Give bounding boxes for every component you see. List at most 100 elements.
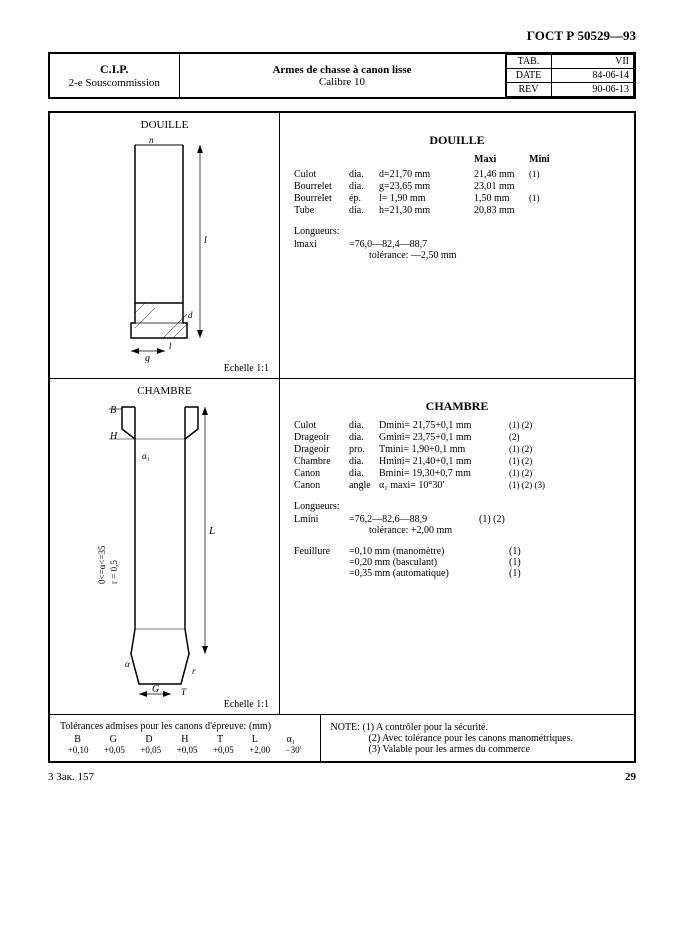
- long-tol: tolérance: —2,50 mm: [294, 250, 620, 261]
- chambre-data-line: Drageoirdia.Gmini= 23,75+0,1 mm(2): [294, 432, 620, 443]
- tol-val: +0,05: [140, 745, 161, 755]
- chambre-diagram-label: CHAMBRE: [54, 385, 275, 397]
- tab-value: VII: [551, 55, 634, 69]
- svg-text:l: l: [169, 341, 172, 351]
- rev-value: 90-06-13: [551, 83, 634, 97]
- longueurs-label: Longueurs:: [294, 226, 620, 237]
- header-left: C.I.P. 2-e Souscommission: [49, 53, 179, 98]
- feuillure-line: =0,10 mm (manomètre)(1): [349, 546, 620, 557]
- svg-text:l: l: [204, 235, 207, 246]
- svg-text:g: g: [145, 353, 150, 363]
- chambre-data-line: Culotdia.Dmini= 21,75+0,1 mm(1) (2): [294, 420, 620, 431]
- feuillure-label: Feuillure: [294, 546, 349, 579]
- feuillure-line: =0,35 mm (automatique)(1): [349, 568, 620, 579]
- notes-cell: NOTE: (1) A contrôler pour la sécurité.(…: [320, 715, 634, 761]
- note-item: (2) Avec tolérance pour les canons manom…: [331, 733, 625, 744]
- tol-val: +0,10: [68, 745, 89, 755]
- svg-text:α₁: α₁: [142, 451, 150, 461]
- date-value: 84-06-14: [551, 69, 634, 83]
- page-number: 29: [625, 771, 636, 783]
- tol-val: +0,05: [177, 745, 198, 755]
- tol-sym: B: [74, 734, 81, 745]
- chambre-title: CHAMBRE: [294, 399, 620, 414]
- tol-sym: α₁: [286, 734, 295, 745]
- chambre-long-tol: tolérance: +2,00 mm: [294, 525, 620, 536]
- footer-row: Tolérances admises pour les canons d'épr…: [50, 715, 634, 761]
- header-center: Armes de chasse à canon lisse Calibre 10: [179, 53, 505, 98]
- arms-title: Armes de chasse à canon lisse: [272, 64, 411, 76]
- feuillure-line: =0,20 mm (basculant)(1): [349, 557, 620, 568]
- svg-text:0<=α<=35: 0<=α<=35: [97, 545, 107, 584]
- tol-sym: D: [145, 734, 152, 745]
- document-id: ГОСТ Р 50529—93: [48, 28, 636, 44]
- svg-text:α: α: [125, 659, 130, 669]
- svg-text:B: B: [110, 405, 116, 416]
- tol-val: −30′: [286, 745, 302, 755]
- douille-data-line: Bourreletdia.g=23,65 mm23,01 mm: [294, 181, 620, 192]
- tolerances-title: Tolérances admises pour les canons d'épr…: [60, 721, 310, 732]
- svg-text:r: r: [192, 666, 196, 676]
- svg-text:L: L: [208, 525, 215, 537]
- tol-sym: T: [217, 734, 223, 745]
- notes-title: NOTE:: [331, 722, 360, 733]
- subcommission: 2-e Souscommission: [69, 77, 160, 89]
- chambre-data-line: Canondia.Bmini= 19,30+0,7 mm(1) (2): [294, 468, 620, 479]
- header-table: C.I.P. 2-e Souscommission Armes de chass…: [48, 52, 636, 99]
- svg-text:T: T: [181, 687, 187, 697]
- main-content: DOUILLE n l g d l Echel: [48, 111, 636, 763]
- tolerances-cell: Tolérances admises pour les canons d'épr…: [50, 715, 320, 761]
- page-footer: 3 Зак. 157 29: [48, 771, 636, 783]
- tol-sym: H: [181, 734, 188, 745]
- chambre-long-ref: (1) (2): [479, 514, 505, 525]
- long-sym: lmaxi: [294, 239, 349, 250]
- tol-val: +0,05: [104, 745, 125, 755]
- douille-rows: Culotdia.d=21,70 mm21,46 mm(1)Bourreletd…: [294, 169, 620, 216]
- chambre-long-sym: Lmini: [294, 514, 349, 525]
- tol-val: +2,00: [249, 745, 270, 755]
- print-ref: 3 Зак. 157: [48, 771, 94, 783]
- col-mini: Mini: [529, 154, 584, 165]
- douille-data: DOUILLE Maxi Mini Culotdia.d=21,70 mm21,…: [280, 113, 634, 378]
- douille-diagram-label: DOUILLE: [54, 119, 275, 131]
- chambre-data-line: Drageoirpro.Tmini= 1,90+0,1 mm(1) (2): [294, 444, 620, 455]
- chambre-long-label: Longueurs:: [294, 501, 620, 512]
- long-val: =76,0—82,4—88,7: [349, 239, 427, 250]
- date-label: DATE: [506, 69, 551, 83]
- douille-data-line: Culotdia.d=21,70 mm21,46 mm(1): [294, 169, 620, 180]
- douille-row: DOUILLE n l g d l Echel: [50, 113, 634, 379]
- svg-text:G: G: [152, 684, 159, 695]
- chambre-data-line: Canonangleα₁ maxi= 10°30′(1) (2) (3): [294, 480, 620, 491]
- chambre-data: CHAMBRE Culotdia.Dmini= 21,75+0,1 mm(1) …: [280, 379, 634, 714]
- col-maxi: Maxi: [474, 154, 529, 165]
- rev-label: REV: [506, 83, 551, 97]
- header-right: TAB.VII DATE84-06-14 REV90-06-13: [505, 53, 635, 98]
- cip-label: C.I.P.: [100, 62, 129, 76]
- feuillure-block: Feuillure =0,10 mm (manomètre)(1)=0,20 m…: [294, 546, 620, 579]
- chambre-data-line: Chambredia.Hmini= 21,40+0,1 mm(1) (2): [294, 456, 620, 467]
- chambre-long-val: =76,2—82,6—88,9: [349, 514, 479, 525]
- note-item: (1) A contrôler pour la sécurité.: [362, 722, 488, 733]
- chambre-longueurs: Longueurs: Lmini =76,2—82,6—88,9 (1) (2)…: [294, 501, 620, 536]
- chambre-scale: Echelle 1:1: [54, 699, 275, 710]
- note-item: (3) Valable pour les armes du commerce: [331, 744, 625, 755]
- douille-diagram: n l g d l: [105, 133, 225, 363]
- svg-text:n: n: [149, 135, 154, 145]
- douille-longueurs: Longueurs: lmaxi =76,0—82,4—88,7 toléran…: [294, 226, 620, 261]
- douille-scale: Echelle 1:1: [54, 363, 275, 374]
- chambre-row: CHAMBRE B H α₁ L 0<=α<=35 r = 0,5 α: [50, 379, 634, 715]
- douille-data-line: Tubedia.h=21,30 mm20,83 mm: [294, 205, 620, 216]
- svg-text:r = 0,5: r = 0,5: [109, 560, 119, 584]
- chambre-diagram: B H α₁ L 0<=α<=35 r = 0,5 α G r T: [97, 399, 232, 699]
- douille-title: DOUILLE: [294, 133, 620, 148]
- tol-sym: G: [110, 734, 117, 745]
- tol-sym: L: [252, 734, 258, 745]
- tab-label: TAB.: [506, 55, 551, 69]
- tol-val: +0,05: [213, 745, 234, 755]
- chambre-diagram-cell: CHAMBRE B H α₁ L 0<=α<=35 r = 0,5 α: [50, 379, 280, 714]
- douille-column-heads: Maxi Mini: [294, 154, 620, 165]
- chambre-rows: Culotdia.Dmini= 21,75+0,1 mm(1) (2)Drage…: [294, 420, 620, 491]
- svg-text:H: H: [109, 431, 118, 442]
- calibre: Calibre 10: [319, 76, 365, 88]
- douille-diagram-cell: DOUILLE n l g d l Echel: [50, 113, 280, 378]
- svg-text:d: d: [188, 310, 193, 320]
